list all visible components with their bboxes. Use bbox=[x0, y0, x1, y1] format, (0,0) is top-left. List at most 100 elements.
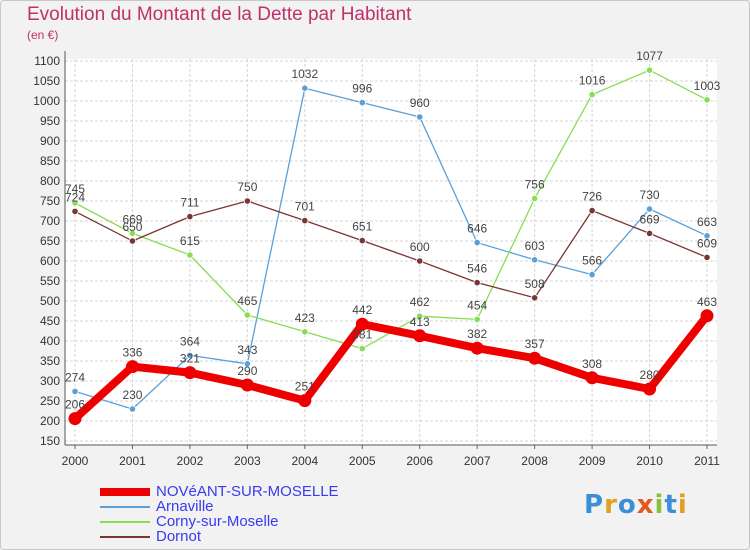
x-tick-label: 2001 bbox=[119, 454, 146, 468]
data-point-corny-sur-moselle bbox=[243, 311, 251, 319]
legend-swatch bbox=[100, 506, 150, 508]
data-point-arnaville bbox=[473, 239, 481, 247]
data-label-corny-sur-moselle: 465 bbox=[237, 294, 257, 308]
data-point-arnaville bbox=[703, 232, 711, 240]
data-point-nov-ant-sur-moselle bbox=[298, 394, 312, 408]
data-label-arnaville: 996 bbox=[352, 82, 372, 96]
x-tick-label: 2000 bbox=[62, 454, 89, 468]
data-label-dornot: 726 bbox=[582, 190, 602, 204]
logo-letter: i bbox=[677, 490, 688, 520]
data-point-dornot bbox=[71, 207, 79, 215]
data-point-dornot bbox=[301, 217, 309, 225]
data-label-nov-ant-sur-moselle: 251 bbox=[295, 380, 315, 394]
data-point-dornot bbox=[531, 294, 539, 302]
y-tick-label: 600 bbox=[40, 254, 60, 268]
data-label-nov-ant-sur-moselle: 413 bbox=[410, 315, 430, 329]
x-tick-label: 2005 bbox=[349, 454, 376, 468]
data-point-corny-sur-moselle bbox=[416, 312, 424, 320]
data-label-nov-ant-sur-moselle: 290 bbox=[237, 364, 257, 378]
data-label-nov-ant-sur-moselle: 336 bbox=[122, 346, 142, 360]
y-tick-label: 900 bbox=[40, 134, 60, 148]
y-tick-label: 650 bbox=[40, 234, 60, 248]
data-label-dornot: 600 bbox=[410, 240, 430, 254]
chart-title: Evolution du Montant de la Dette par Hab… bbox=[27, 4, 412, 25]
y-tick-label: 750 bbox=[40, 194, 60, 208]
logo-letter: t bbox=[664, 490, 678, 520]
data-point-dornot bbox=[186, 213, 194, 221]
data-label-nov-ant-sur-moselle: 308 bbox=[582, 357, 602, 371]
axes: 150 200 250 300 350 400 450 500 550 600 650 700 750 8… bbox=[33, 51, 720, 468]
data-point-arnaville bbox=[645, 205, 654, 213]
data-label-dornot: 508 bbox=[525, 277, 545, 291]
data-label-corny-sur-moselle: 745 bbox=[65, 182, 85, 196]
data-point-arnaville bbox=[186, 351, 194, 359]
data-label-corny-sur-moselle: 1016 bbox=[579, 74, 606, 88]
logo-letter: x bbox=[636, 490, 655, 520]
logo-letter: P bbox=[584, 490, 605, 520]
legend-swatch bbox=[100, 536, 150, 538]
data-label-corny-sur-moselle: 381 bbox=[352, 328, 372, 342]
data-label-nov-ant-sur-moselle: 382 bbox=[467, 327, 487, 341]
data-label-corny-sur-moselle: 615 bbox=[180, 234, 200, 248]
data-label-arnaville: 230 bbox=[122, 388, 142, 402]
data-labels: 274 230 364 343 1032 996 960 646 603 566 730 663 745… bbox=[65, 49, 721, 411]
data-label-dornot: 711 bbox=[180, 196, 199, 210]
data-point-nov-ant-sur-moselle bbox=[125, 360, 139, 374]
data-point-nov-ant-sur-moselle bbox=[585, 371, 599, 385]
data-point-corny-sur-moselle bbox=[71, 199, 79, 207]
y-tick-label: 1050 bbox=[33, 74, 60, 88]
data-label-arnaville: 566 bbox=[582, 254, 602, 268]
data-label-corny-sur-moselle: 454 bbox=[467, 298, 487, 312]
y-tick-label: 450 bbox=[40, 314, 60, 328]
data-point-dornot bbox=[416, 257, 424, 265]
data-point-corny-sur-moselle bbox=[588, 91, 596, 99]
data-label-nov-ant-sur-moselle: 442 bbox=[352, 303, 372, 317]
data-point-dornot bbox=[588, 207, 596, 215]
y-tick-label: 500 bbox=[40, 294, 60, 308]
y-tick-label: 1000 bbox=[33, 94, 60, 108]
y-tick-label: 550 bbox=[40, 274, 60, 288]
x-tick-label: 2007 bbox=[464, 454, 491, 468]
y-tick-label: 250 bbox=[40, 394, 60, 408]
series-line-nov-ant-sur-moselle bbox=[71, 311, 711, 423]
data-point-dornot bbox=[473, 278, 481, 287]
data-label-arnaville: 343 bbox=[237, 343, 257, 357]
data-label-arnaville: 603 bbox=[525, 239, 545, 253]
x-tick-label: 2011 bbox=[694, 454, 720, 468]
data-label-arnaville: 274 bbox=[65, 370, 85, 384]
data-point-dornot bbox=[243, 197, 251, 205]
data-label-dornot: 750 bbox=[237, 180, 257, 194]
data-point-dornot bbox=[703, 253, 711, 261]
data-point-corny-sur-moselle bbox=[531, 195, 539, 203]
data-point-arnaville bbox=[531, 256, 539, 264]
data-label-dornot: 724 bbox=[65, 190, 85, 204]
legend-swatch bbox=[100, 488, 150, 496]
data-label-corny-sur-moselle: 1003 bbox=[694, 79, 721, 93]
legend-label: Dornot bbox=[156, 528, 202, 545]
data-point-arnaville bbox=[243, 360, 251, 368]
data-label-dornot: 650 bbox=[122, 220, 142, 234]
y-tick-label: 300 bbox=[40, 374, 60, 388]
y-tick-label: 950 bbox=[40, 114, 60, 128]
data-label-arnaville: 364 bbox=[180, 334, 200, 348]
data-label-dornot: 669 bbox=[640, 212, 660, 226]
y-tick-label: 1100 bbox=[34, 54, 60, 68]
data-point-arnaville bbox=[588, 270, 596, 279]
legend-swatch bbox=[100, 521, 150, 523]
data-point-corny-sur-moselle bbox=[186, 251, 194, 259]
series bbox=[68, 66, 714, 426]
data-label-corny-sur-moselle: 669 bbox=[122, 212, 142, 226]
x-tick-label: 2009 bbox=[579, 454, 606, 468]
data-point-arnaville bbox=[71, 387, 79, 395]
legend-label: Corny-sur-Moselle bbox=[156, 513, 279, 530]
y-tick-label: 700 bbox=[40, 214, 60, 228]
data-point-corny-sur-moselle bbox=[358, 344, 366, 353]
data-label-dornot: 651 bbox=[352, 220, 372, 234]
data-point-corny-sur-moselle bbox=[703, 96, 711, 104]
data-point-arnaville bbox=[128, 405, 137, 413]
data-point-nov-ant-sur-moselle bbox=[240, 378, 254, 392]
data-label-corny-sur-moselle: 423 bbox=[295, 311, 315, 325]
data-point-arnaville bbox=[358, 99, 366, 107]
proxiti-logo: Proxiti bbox=[584, 490, 688, 520]
data-label-dornot: 546 bbox=[467, 262, 487, 276]
